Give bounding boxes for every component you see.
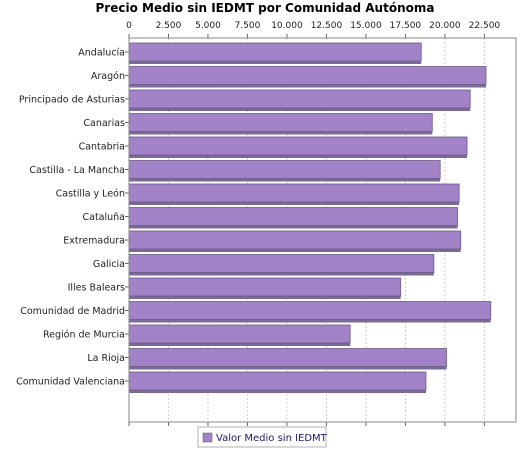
category-label: Aragón — [91, 71, 125, 82]
bar — [128, 207, 458, 226]
bar — [128, 324, 351, 344]
bar — [128, 89, 471, 109]
bar — [128, 136, 468, 156]
category-label: Canarias — [83, 118, 125, 129]
bar — [128, 183, 460, 203]
legend-label: Valor Medio sin IEDMT — [216, 433, 328, 444]
chart-title: Precio Medio sin IEDMT por Comunidad Aut… — [96, 1, 435, 15]
legend: Valor Medio sin IEDMT — [197, 426, 328, 448]
x-tick-label: 17.500 — [390, 21, 422, 31]
x-tick-label: 15.000 — [350, 21, 382, 31]
category-label: Región de Murcia — [43, 330, 125, 341]
category-label: La Rioja — [87, 353, 125, 364]
y-axis: Andalucía Aragón Principado de Asturias Can… — [16, 48, 129, 388]
x-tick-label: 7.500 — [235, 21, 261, 31]
bar — [128, 66, 487, 85]
category-label: Cataluña — [82, 212, 125, 223]
bar — [128, 371, 427, 391]
bar — [128, 348, 447, 367]
category-label: Comunidad Valenciana — [16, 377, 125, 388]
category-label: Extremadura — [63, 236, 125, 247]
category-label: Galicia — [93, 259, 125, 270]
x-tick-label: 0 — [126, 21, 132, 31]
category-label: Cantabria — [79, 142, 125, 153]
x-tick-label: 22.500 — [469, 21, 501, 31]
bar — [128, 230, 462, 250]
category-label: Castilla - La Mancha — [29, 165, 125, 176]
bar — [128, 160, 441, 179]
legend-frame — [197, 426, 327, 448]
x-tick-label: 10.000 — [271, 21, 303, 31]
x-tick-label: 5.000 — [195, 21, 221, 31]
bar — [128, 277, 402, 297]
plot-frame — [128, 37, 517, 423]
bar — [128, 301, 492, 320]
bar — [128, 42, 422, 62]
x-tick-label: 2.500 — [156, 21, 182, 31]
category-label: Comunidad de Madrid — [20, 306, 125, 317]
bar — [128, 254, 435, 273]
category-label: Illes Balears — [68, 283, 125, 294]
x-tick-label: 20.000 — [429, 21, 461, 31]
x-axis: 0 2.500 5.000 7.500 10.000 12.500 15.000 17.500… — [126, 21, 500, 426]
bars — [128, 42, 492, 393]
bar — [128, 113, 433, 132]
category-label: Principado de Asturias — [19, 95, 125, 106]
x-tick-label: 12.500 — [311, 21, 343, 31]
legend-swatch — [202, 432, 213, 443]
category-label: Andalucía — [78, 48, 125, 59]
category-label: Castilla y León — [56, 189, 125, 200]
